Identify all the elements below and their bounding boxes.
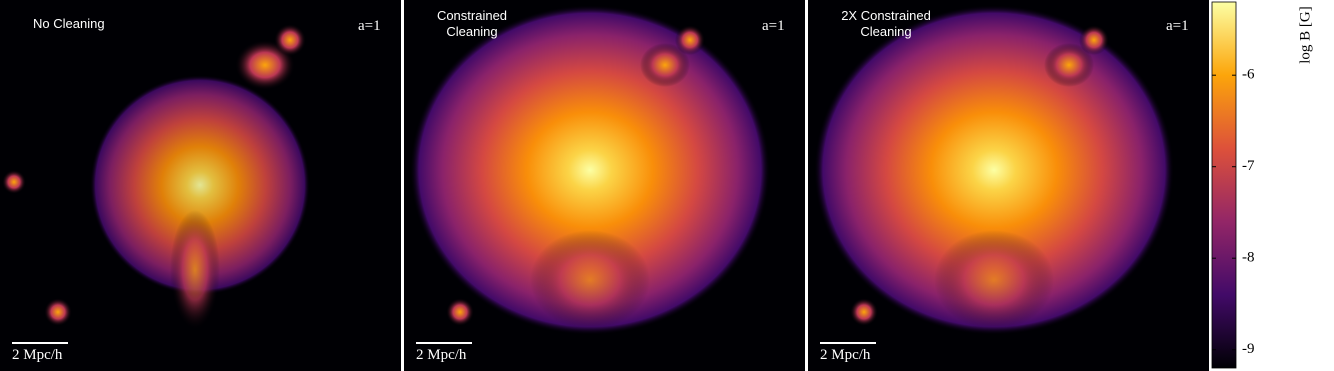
colorbar <box>1211 1 1237 369</box>
field-map <box>235 40 295 90</box>
colorbar-tick-label: -9 <box>1242 341 1255 357</box>
field-map <box>410 5 770 335</box>
field-map <box>90 75 310 295</box>
field-map <box>274 24 306 56</box>
panel: Constrained Cleaning a=1 2 Mpc/h <box>404 0 805 371</box>
panel-title: Constrained <box>437 8 507 23</box>
field-map <box>1044 43 1094 87</box>
field-map <box>675 25 705 55</box>
field-map <box>446 298 474 326</box>
field-map <box>2 170 26 194</box>
epoch-label: a=1 <box>1166 18 1189 34</box>
field-map <box>934 230 1054 330</box>
colorbar-tick-label: -8 <box>1242 250 1255 266</box>
scale-bar-label: 2 Mpc/h <box>12 347 63 363</box>
colorbar-tick-label: -6 <box>1242 67 1255 83</box>
epoch-label: a=1 <box>762 18 785 34</box>
field-map <box>44 298 72 326</box>
field-map <box>530 230 650 330</box>
panel-title: Cleaning <box>860 24 911 39</box>
scale-bar-label: 2 Mpc/h <box>820 347 871 363</box>
colorbar-tick-label: -7 <box>1242 158 1255 174</box>
panel-title: No Cleaning <box>33 16 105 31</box>
field-map <box>640 43 690 87</box>
scale-bar-label: 2 Mpc/h <box>416 347 467 363</box>
panel: 2X Constrained Cleaning a=1 2 Mpc/h <box>808 0 1209 371</box>
colorbar-label: log B [G] <box>1297 6 1313 64</box>
field-map <box>1079 25 1109 55</box>
field-map <box>814 5 1174 335</box>
epoch-label: a=1 <box>358 18 381 34</box>
panel-title: 2X Constrained <box>841 8 931 23</box>
field-map <box>850 298 878 326</box>
field-map <box>170 210 220 330</box>
panel-title: Cleaning <box>446 24 497 39</box>
panel: No Cleaning a=1 2 Mpc/h <box>0 0 401 371</box>
